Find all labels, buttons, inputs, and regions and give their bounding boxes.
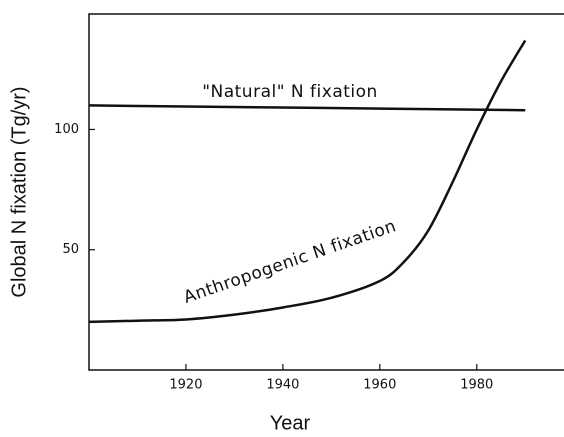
x-tick-label: 1940 xyxy=(266,378,299,393)
x-tick-label: 1960 xyxy=(363,378,396,393)
series-label: "Natural" N fixation xyxy=(202,82,378,102)
axes-frame xyxy=(88,13,564,371)
y-axis-title: Global N fixation (Tg/yr) xyxy=(8,86,30,297)
y-tick-label: 50 xyxy=(62,242,79,257)
x-tick-label: 1980 xyxy=(460,378,493,393)
line xyxy=(88,104,526,112)
line xyxy=(88,39,527,324)
x-axis-title: Year xyxy=(270,412,311,434)
series-label: Anthropogenic N fixation xyxy=(181,216,399,308)
x-tick-label: 1920 xyxy=(169,378,202,393)
y-tick-label: 100 xyxy=(54,122,79,137)
